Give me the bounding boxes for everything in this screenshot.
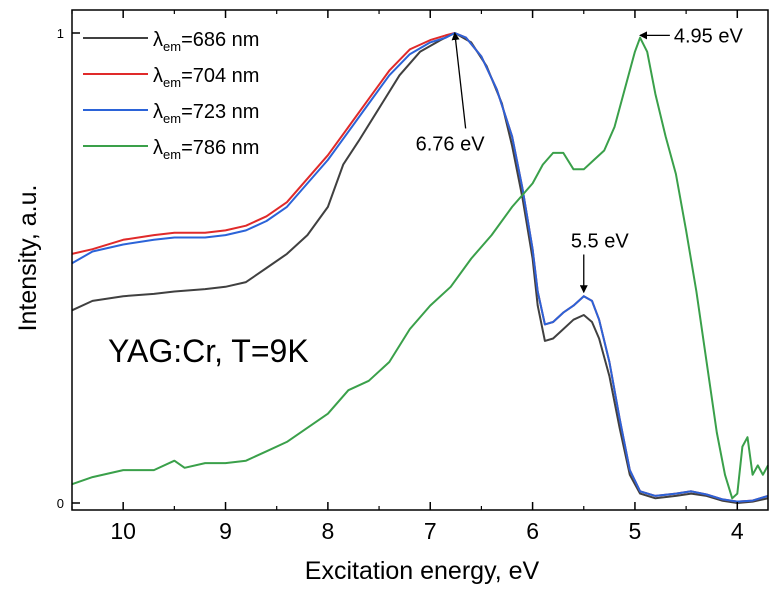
x-tick-label: 7: [424, 518, 437, 544]
y-tick-label: 0: [57, 496, 64, 511]
legend-label-1: λem=686 nm: [153, 29, 259, 54]
x-tick-label: 10: [110, 518, 136, 544]
x-tick-label: 6: [526, 518, 539, 544]
annotation-label-2: 4.95 eV: [674, 25, 744, 47]
series-line-1: [71, 32, 769, 504]
x-tick-label: 8: [321, 518, 334, 544]
legend-label-2: λem=704 nm: [153, 65, 259, 90]
x-tick-label: 5: [629, 518, 642, 544]
legend-label-4: λem=786 nm: [153, 137, 259, 162]
series-lines: [71, 32, 769, 504]
y-axis-title: Intensity, a.u.: [14, 185, 42, 332]
sample-label: YAG:Cr, T=9K: [108, 333, 309, 369]
x-tick-label: 4: [731, 518, 744, 544]
y-tick-labels: 01: [57, 26, 64, 511]
legend-label-3: λem=723 nm: [153, 101, 259, 126]
annotations: 6.76 eV 4.95 eV 5.5 eV: [416, 25, 744, 294]
x-axis-title: Excitation energy, eV: [305, 557, 540, 585]
series-line-4: [71, 36, 769, 500]
series-line-3: [71, 32, 769, 503]
annotation-label-3: 5.5 eV: [571, 231, 629, 253]
annotation-label-1: 6.76 eV: [416, 133, 486, 155]
plot-border: [71, 9, 769, 511]
y-tick-label: 1: [57, 26, 64, 41]
legend: λem=686 nm λem=704 nm λem=723 nm λem=786 nm: [83, 29, 259, 162]
x-tick-label: 9: [219, 518, 232, 544]
annotation-arrow-1: [451, 32, 467, 129]
x-tick-labels: 10 9 8 7 6 5 4: [110, 518, 744, 544]
series-line-2: [71, 32, 769, 503]
plot-frame: [71, 9, 769, 511]
